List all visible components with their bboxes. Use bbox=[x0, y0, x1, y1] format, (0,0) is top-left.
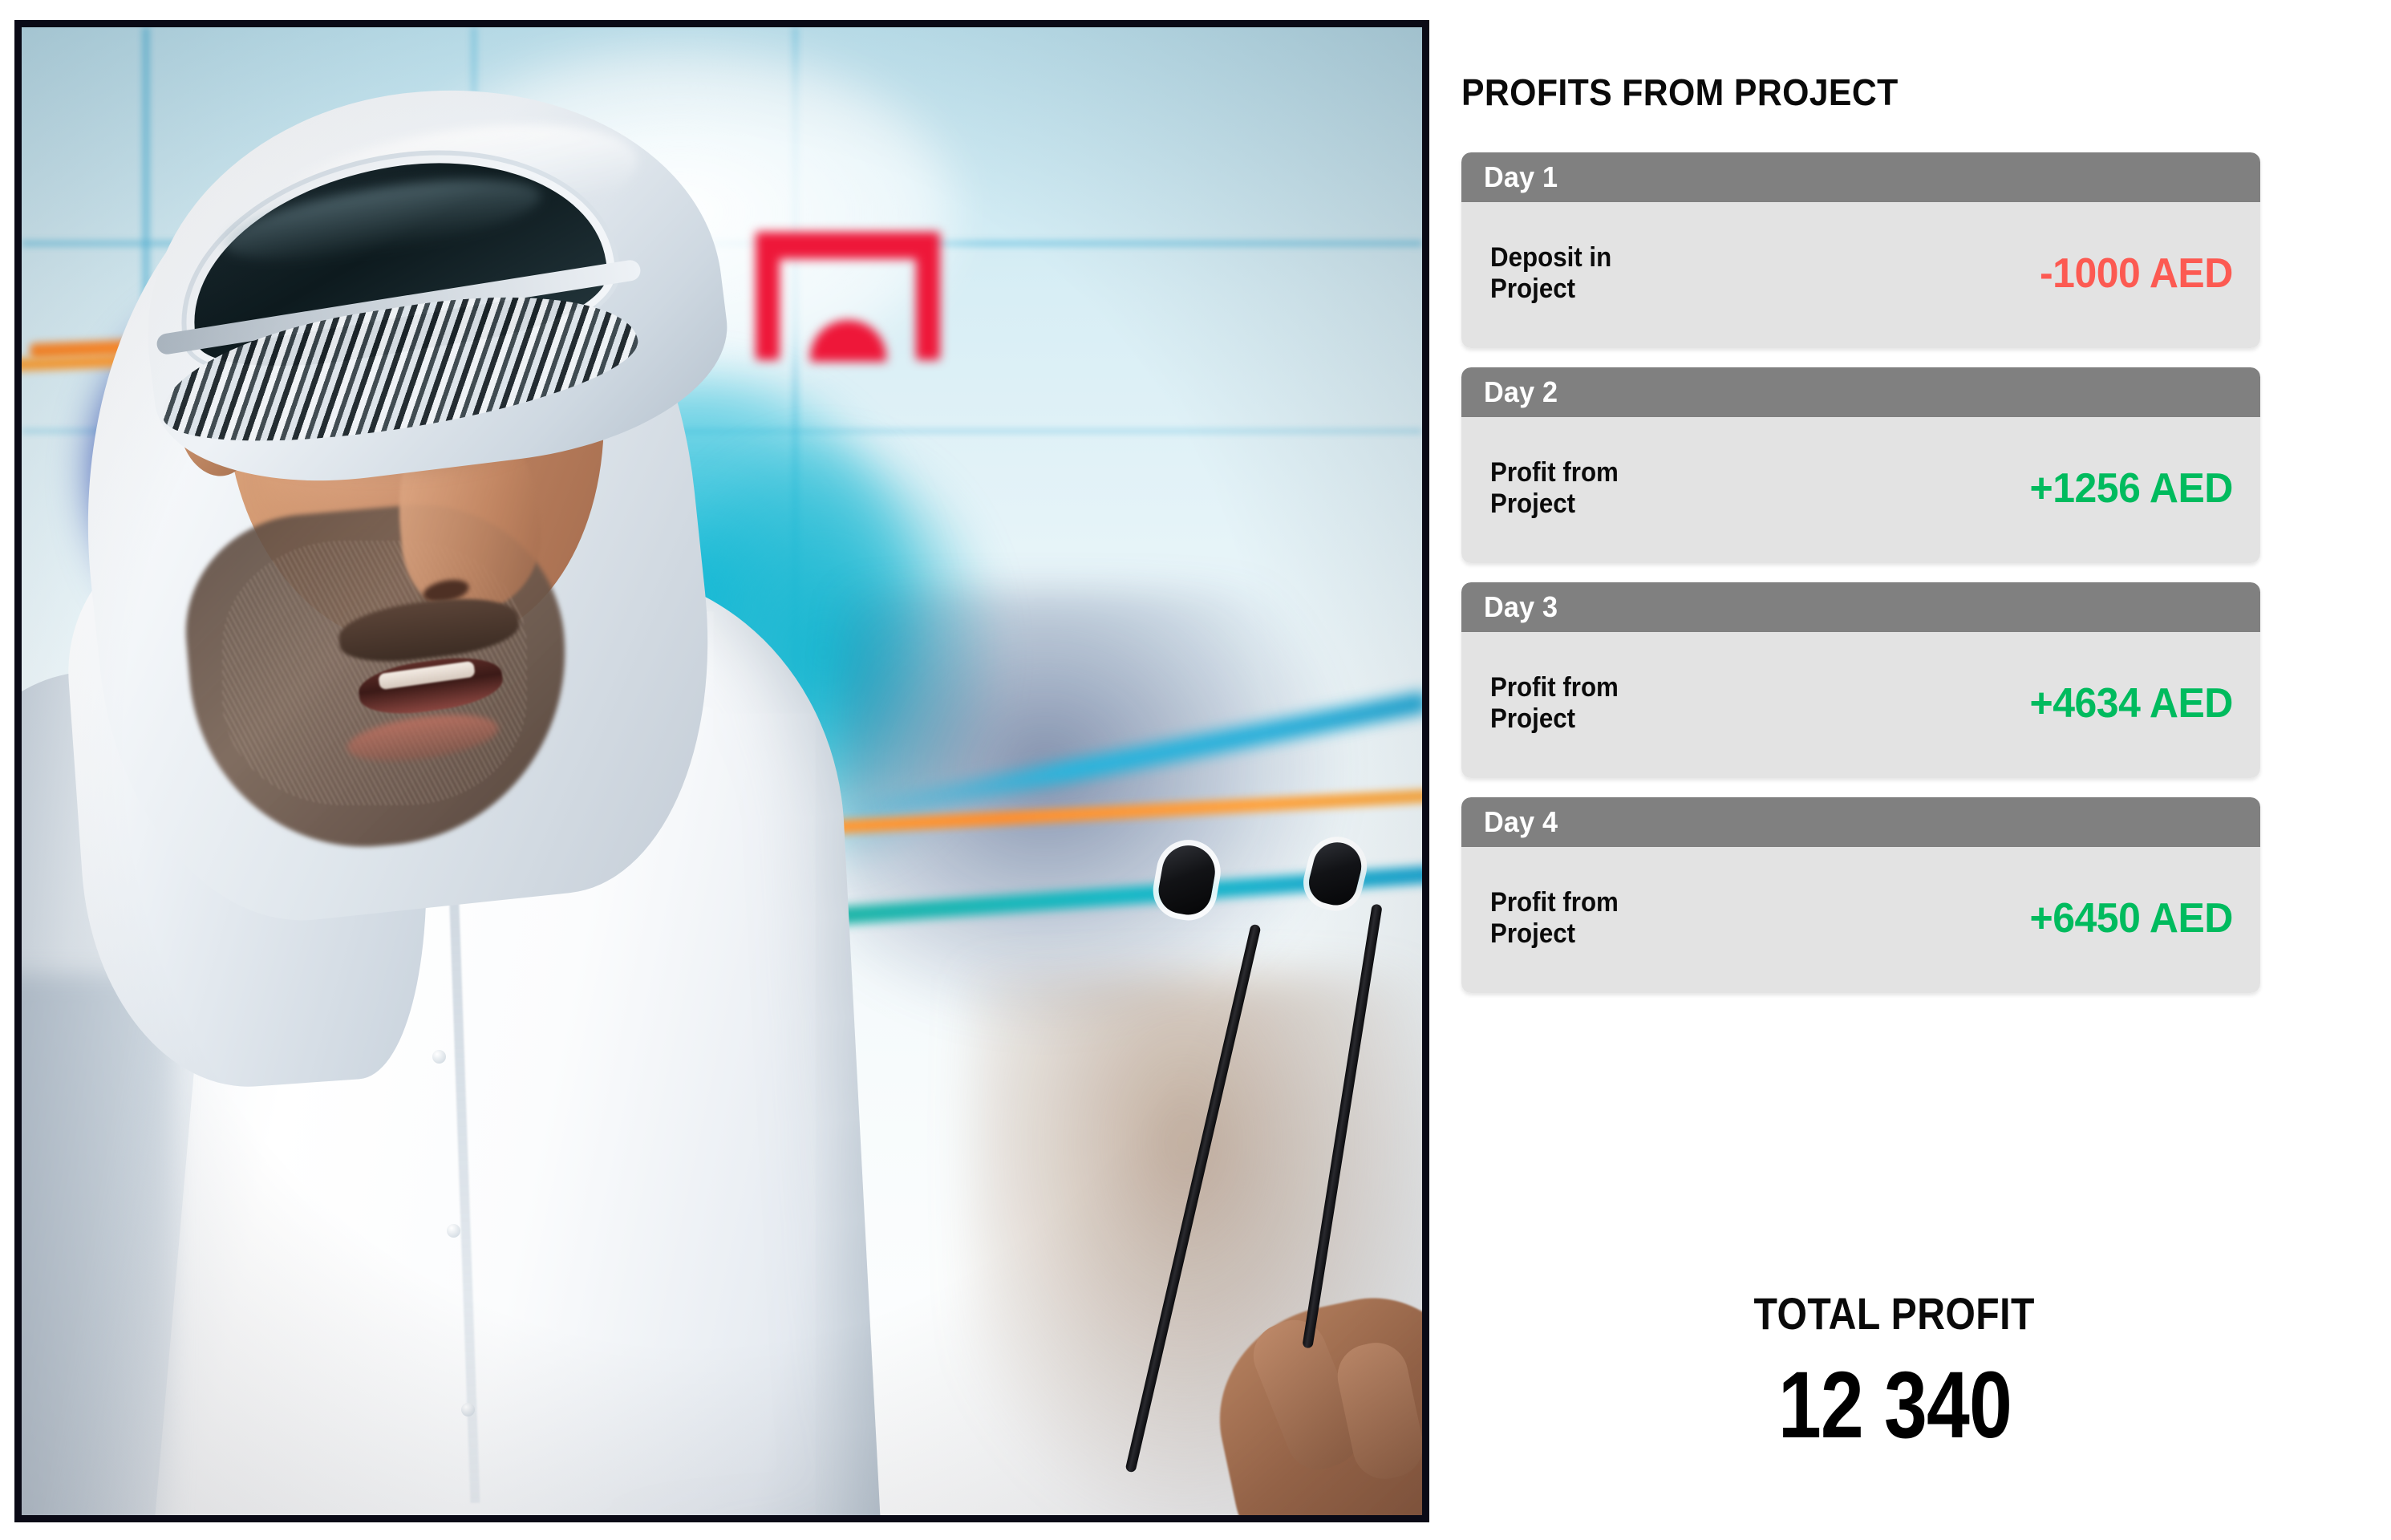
day-card-2-amount: +1256 AED bbox=[2029, 465, 2234, 512]
day-card-3-day-label: Day 3 bbox=[1484, 590, 1558, 623]
day-card-1-header: Day 1 bbox=[1461, 152, 2260, 202]
day-card-2[interactable]: Day 2 Profit from Project +1256 AED bbox=[1461, 367, 2260, 563]
total-profit-label-wrap: TOTAL PROFIT bbox=[1461, 1287, 2328, 1339]
day-card-1[interactable]: Day 1 Deposit in Project -1000 AED bbox=[1461, 152, 2260, 348]
total-profit-value: 12 340 bbox=[1777, 1352, 2012, 1458]
total-profit-section: TOTAL PROFIT 12 340 bbox=[1461, 1287, 2328, 1460]
speaker-photo bbox=[22, 27, 1422, 1515]
robe-button bbox=[461, 1403, 475, 1416]
day-card-2-body: Profit from Project +1256 AED bbox=[1461, 417, 2260, 563]
day-card-3-description: Profit from Project bbox=[1490, 671, 1619, 734]
robe-button bbox=[432, 1050, 446, 1064]
day-card-4-body: Profit from Project +6450 AED bbox=[1461, 847, 2260, 993]
day-card-2-day-label: Day 2 bbox=[1484, 375, 1558, 408]
day-card-2-description: Profit from Project bbox=[1490, 456, 1619, 519]
profits-panel: PROFITS FROM PROJECT Day 1 Deposit in Pr… bbox=[1461, 0, 2391, 1540]
day-card-1-day-label: Day 1 bbox=[1484, 160, 1558, 193]
page-title: PROFITS FROM PROJECT bbox=[1461, 71, 1899, 113]
total-profit-value-wrap: 12 340 bbox=[1461, 1339, 2328, 1460]
speaker-figure bbox=[22, 27, 1422, 1515]
day-card-3-body: Profit from Project +4634 AED bbox=[1461, 632, 2260, 778]
day-card-4-header: Day 4 bbox=[1461, 797, 2260, 847]
arm-shadow bbox=[22, 974, 174, 1515]
day-card-3-header: Day 3 bbox=[1461, 582, 2260, 632]
day-card-4[interactable]: Day 4 Profit from Project +6450 AED bbox=[1461, 797, 2260, 993]
day-cards-list: Day 1 Deposit in Project -1000 AED Day 2… bbox=[1461, 152, 2260, 1012]
day-card-3-amount: +4634 AED bbox=[2029, 680, 2234, 727]
day-card-2-header: Day 2 bbox=[1461, 367, 2260, 417]
day-card-1-body: Deposit in Project -1000 AED bbox=[1461, 202, 2260, 348]
day-card-1-description: Deposit in Project bbox=[1490, 241, 1612, 304]
day-card-4-day-label: Day 4 bbox=[1484, 805, 1558, 838]
total-profit-label: TOTAL PROFIT bbox=[1753, 1288, 2036, 1339]
robe-button bbox=[447, 1224, 460, 1238]
day-card-4-amount: +6450 AED bbox=[2029, 895, 2234, 942]
speaker-photo-frame bbox=[14, 20, 1429, 1522]
day-card-4-description: Profit from Project bbox=[1490, 886, 1619, 949]
background-red-logo bbox=[748, 232, 948, 380]
day-card-3[interactable]: Day 3 Profit from Project +4634 AED bbox=[1461, 582, 2260, 778]
day-card-1-amount: -1000 AED bbox=[2040, 250, 2233, 297]
